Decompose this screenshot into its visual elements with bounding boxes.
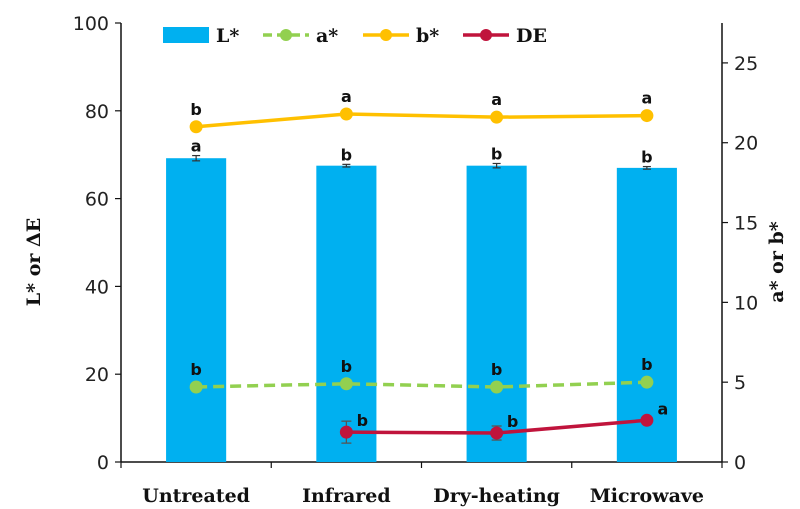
y-right-tick-label: 25 <box>734 53 758 75</box>
data-point <box>490 426 504 440</box>
y-left-tick-label: 100 <box>73 13 109 35</box>
significance-label: b <box>507 412 518 431</box>
legend: L* a* b* DE <box>163 25 547 47</box>
data-point <box>490 380 504 394</box>
data-point <box>189 120 203 134</box>
significance-label: a <box>641 89 652 108</box>
y-right-tick-label: 5 <box>734 372 746 394</box>
bar <box>616 167 677 462</box>
legend-marker <box>380 29 392 41</box>
axes: 0 20 40 60 80 100 0 5 10 15 20 25 Untreated Infrared D… <box>73 13 758 507</box>
legend-label: b* <box>416 25 439 47</box>
significance-label: a <box>491 90 502 109</box>
significance-label: a <box>191 137 202 156</box>
y-left-tick-label: 40 <box>85 276 109 298</box>
y-right-axis-title: a* or b* <box>766 221 788 302</box>
data-point <box>640 109 654 123</box>
bar <box>316 165 377 463</box>
data-point <box>339 107 353 121</box>
bar <box>466 165 527 463</box>
y-right-tick-label: 15 <box>734 213 758 235</box>
y-left-tick-label: 60 <box>85 189 109 211</box>
significance-label: b <box>357 411 368 430</box>
series-line-b <box>195 112 647 129</box>
legend-label: a* <box>316 25 338 47</box>
data-point <box>339 377 353 391</box>
y-left-axis-title: L* or ΔE <box>23 218 45 306</box>
significance-label: b <box>641 148 652 167</box>
y-right-tick-label: 10 <box>734 292 758 314</box>
y-left-tick-label: 20 <box>85 364 109 386</box>
legend-label: DE <box>516 25 547 47</box>
significance-labels: a b b bb b b bba a ab ba <box>190 87 668 431</box>
y-right-tick-label: 20 <box>734 133 758 155</box>
data-point <box>640 413 654 427</box>
x-tick-label: Dry-heating <box>433 485 560 507</box>
significance-label: b <box>491 144 502 163</box>
significance-label: b <box>341 357 352 376</box>
data-point <box>339 425 353 439</box>
significance-label: b <box>341 145 352 164</box>
legend-label: L* <box>216 25 239 47</box>
y-left-tick-label: 0 <box>97 452 109 474</box>
bar <box>166 158 227 462</box>
series-line-a <box>196 380 647 389</box>
x-tick-label: Microwave <box>590 485 704 507</box>
legend-swatch <box>163 27 209 43</box>
x-tick-label: Infrared <box>302 485 391 507</box>
legend-marker <box>280 29 292 41</box>
data-point <box>490 110 504 124</box>
significance-label: b <box>491 360 502 379</box>
significance-label: b <box>190 100 201 119</box>
significance-label: a <box>657 399 668 418</box>
data-point <box>640 375 654 389</box>
significance-label: b <box>190 360 201 379</box>
significance-label: a <box>341 87 352 106</box>
y-left-tick-label: 80 <box>85 101 109 123</box>
bar-series <box>166 154 677 463</box>
data-point <box>189 380 203 394</box>
legend-marker <box>480 29 492 41</box>
x-tick-label: Untreated <box>142 485 250 507</box>
significance-label: b <box>641 355 652 374</box>
line-series <box>189 107 654 444</box>
y-right-tick-label: 0 <box>734 452 746 474</box>
